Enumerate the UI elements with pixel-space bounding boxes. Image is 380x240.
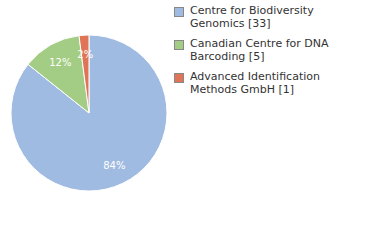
svg-text:12%: 12% xyxy=(49,57,71,68)
html-text:Centre for Biodiversity Genomi: Centre for Biodiversity Genomics [33] xyxy=(190,4,314,30)
html-text:Canadian Centre for DNA Barcod: Canadian Centre for DNA Barcoding [5] xyxy=(190,37,329,63)
svg-text:2%: 2% xyxy=(77,49,93,60)
html-text:Advanced Identification Method: Advanced Identification Methods GmbH [1] xyxy=(190,70,320,96)
svg-text:84%: 84% xyxy=(103,160,125,171)
